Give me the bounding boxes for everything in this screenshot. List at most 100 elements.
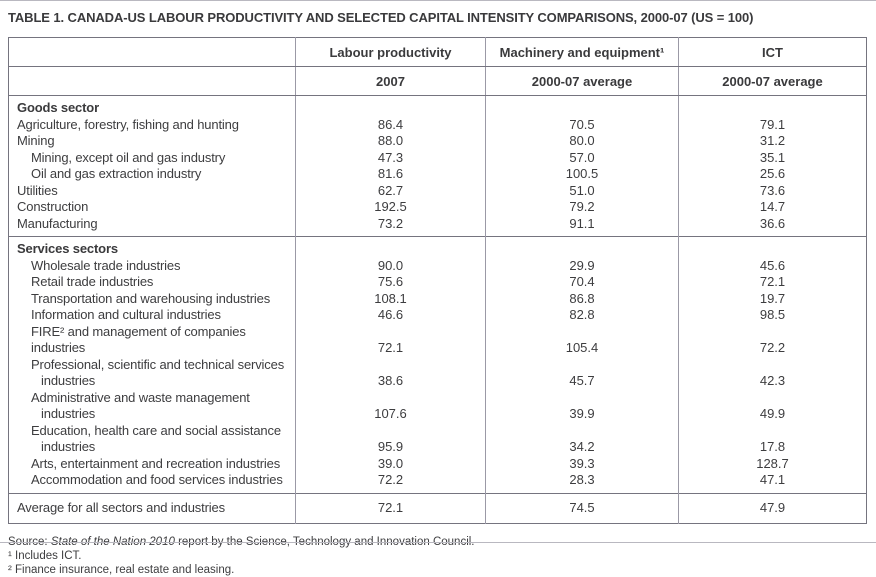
row-value: 72.2 xyxy=(295,472,486,493)
table-header: Labour productivity Machinery and equipm… xyxy=(8,37,867,96)
row-value: 128.7 xyxy=(678,455,867,472)
summary-label: Average for all sectors and industries xyxy=(17,499,225,515)
table-row: Transportation and warehousing industrie… xyxy=(9,290,867,307)
empty-value-cell xyxy=(485,236,679,258)
summary-row: Average for all sectors and industries 72… xyxy=(9,493,867,523)
row-value: 28.3 xyxy=(485,472,679,493)
table-row: Mining 88.0 80.0 31.2 xyxy=(9,133,867,150)
row-value: 88.0 xyxy=(295,133,486,150)
row-value: 35.1 xyxy=(678,149,867,166)
row-value: 73.6 xyxy=(678,182,867,199)
row-label: Administrative and waste management indu… xyxy=(31,389,250,422)
table-row: Professional, scientific and technical s… xyxy=(9,356,867,390)
row-label: Manufacturing xyxy=(17,215,98,231)
row-value: 62.7 xyxy=(295,182,486,199)
row-value: 86.8 xyxy=(485,290,679,307)
row-value: 39.9 xyxy=(485,389,679,423)
row-label: Utilities xyxy=(17,182,58,198)
summary-value: 72.1 xyxy=(295,493,486,523)
row-value: 91.1 xyxy=(485,215,679,237)
row-value: 47.3 xyxy=(295,149,486,166)
table-row: Arts, entertainment and recreation indus… xyxy=(9,455,867,472)
row-label: Information and cultural industries xyxy=(31,307,221,322)
row-value: 57.0 xyxy=(485,149,679,166)
table-row: Construction 192.5 79.2 14.7 xyxy=(9,199,867,216)
row-value: 38.6 xyxy=(295,356,486,390)
row-value: 49.9 xyxy=(678,389,867,423)
row-value: 39.0 xyxy=(295,455,486,472)
table-row: Mining, except oil and gas industry 47.3 5… xyxy=(9,149,867,166)
table-row: Education, health care and social assist… xyxy=(9,422,867,456)
row-label: Education, health care and social assist… xyxy=(31,422,281,455)
section-1: Services sectors Wholesale trade industri… xyxy=(8,236,867,493)
row-value: 192.5 xyxy=(295,199,486,216)
row-value: 75.6 xyxy=(295,274,486,291)
row-value: 72.1 xyxy=(678,274,867,291)
comparison-table: Labour productivity Machinery and equipm… xyxy=(8,37,867,524)
table-row: Accommodation and food services industri… xyxy=(9,472,867,493)
header-empty-cell xyxy=(8,37,296,67)
row-value: 19.7 xyxy=(678,290,867,307)
row-value: 34.2 xyxy=(485,422,679,456)
header-ict: ICT xyxy=(678,37,867,67)
empty-value-cell xyxy=(678,236,867,258)
header-row-measures: Labour productivity Machinery and equipm… xyxy=(8,37,867,67)
row-label: Mining xyxy=(17,133,55,148)
row-value: 79.1 xyxy=(678,116,867,133)
row-value: 108.1 xyxy=(295,290,486,307)
empty-value-cell xyxy=(485,95,679,117)
section-header-row: Services sectors xyxy=(9,236,867,258)
row-label: Agriculture, forestry, fishing and hunti… xyxy=(17,116,239,132)
row-value: 14.7 xyxy=(678,199,867,216)
row-value: 73.2 xyxy=(295,215,486,237)
row-value: 100.5 xyxy=(485,166,679,183)
summary-section: Average for all sectors and industries 72… xyxy=(8,493,867,523)
row-value: 70.4 xyxy=(485,274,679,291)
row-value: 98.5 xyxy=(678,307,867,324)
row-label: FIRE² and management of companies indust… xyxy=(31,323,246,356)
footnote-1: ¹ Includes ICT. xyxy=(8,549,82,562)
row-label: Oil and gas extraction industry xyxy=(31,166,202,181)
row-label: Wholesale trade industries xyxy=(31,257,181,273)
row-value: 45.7 xyxy=(485,356,679,390)
row-value: 47.1 xyxy=(678,472,867,493)
page-top-rule xyxy=(0,0,876,1)
row-value: 31.2 xyxy=(678,133,867,150)
row-value: 29.9 xyxy=(485,257,679,274)
header-machinery-equipment: Machinery and equipment¹ xyxy=(485,37,679,67)
header-labour-productivity: Labour productivity xyxy=(295,37,486,67)
summary-value: 47.9 xyxy=(678,493,867,523)
section-header-row: Goods sector xyxy=(9,95,867,117)
table-row: FIRE² and management of companies indust… xyxy=(9,323,867,357)
row-value: 107.6 xyxy=(295,389,486,423)
table-row: Retail trade industries 75.6 70.4 72.1 xyxy=(9,274,867,291)
row-value: 42.3 xyxy=(678,356,867,390)
table-title: TABLE 1. CANADA-US LABOUR PRODUCTIVITY A… xyxy=(8,10,754,25)
row-label: Transportation and warehousing industrie… xyxy=(31,290,271,306)
table-row: Administrative and waste management indu… xyxy=(9,389,867,423)
row-label: Retail trade industries xyxy=(31,274,154,289)
header-empty-cell xyxy=(8,66,296,96)
table-row: Manufacturing 73.2 91.1 36.6 xyxy=(9,215,867,237)
row-value: 81.6 xyxy=(295,166,486,183)
table-row: Information and cultural industries 46.6 8… xyxy=(9,307,867,324)
header-labour-period: 2007 xyxy=(295,66,486,96)
row-value: 80.0 xyxy=(485,133,679,150)
footnotes: Source: State of the Nation 2010 report … xyxy=(8,535,866,577)
empty-value-cell xyxy=(678,95,867,117)
row-value: 105.4 xyxy=(485,323,679,357)
row-value: 79.2 xyxy=(485,199,679,216)
row-value: 70.5 xyxy=(485,116,679,133)
row-value: 72.2 xyxy=(678,323,867,357)
footnote-2: ² Finance insurance, real estate and lea… xyxy=(8,563,235,576)
header-machinery-period: 2000-07 average xyxy=(485,66,679,96)
row-value: 46.6 xyxy=(295,307,486,324)
table-row: Wholesale trade industries 90.0 29.9 45.6 xyxy=(9,257,867,274)
row-value: 36.6 xyxy=(678,215,867,237)
section-label: Services sectors xyxy=(17,241,118,256)
header-ict-period: 2000-07 average xyxy=(678,66,867,96)
row-value: 25.6 xyxy=(678,166,867,183)
row-value: 90.0 xyxy=(295,257,486,274)
row-label: Accommodation and food services industri… xyxy=(31,472,283,487)
